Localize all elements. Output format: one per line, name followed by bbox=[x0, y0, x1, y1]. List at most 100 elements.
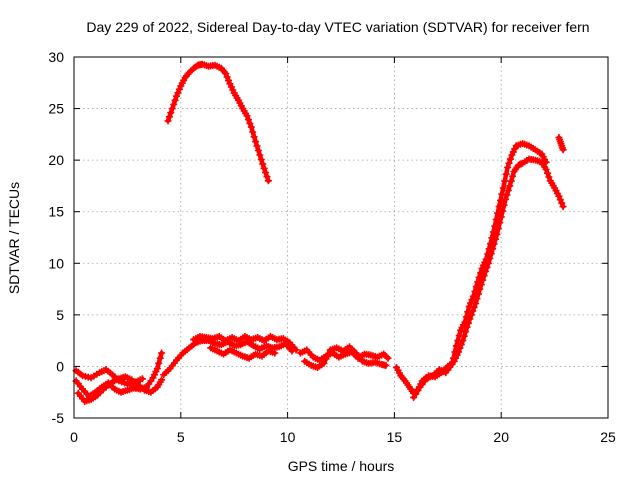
plus-marker bbox=[467, 299, 475, 307]
y-tick-label: 30 bbox=[48, 49, 64, 65]
plus-marker bbox=[461, 318, 469, 326]
plus-marker bbox=[165, 113, 173, 121]
plus-marker bbox=[252, 138, 260, 146]
x-tick-label: 10 bbox=[280, 429, 296, 445]
plus-marker bbox=[505, 159, 513, 167]
plus-marker bbox=[451, 348, 459, 356]
plus-marker bbox=[164, 117, 172, 125]
plus-marker bbox=[263, 173, 271, 181]
plus-marker bbox=[324, 350, 332, 358]
x-tick-label: 5 bbox=[177, 429, 185, 445]
plus-marker bbox=[173, 92, 180, 100]
plus-marker bbox=[464, 308, 472, 316]
plus-marker bbox=[250, 133, 258, 141]
plus-marker bbox=[384, 354, 392, 362]
plus-marker bbox=[450, 354, 457, 362]
plus-marker bbox=[264, 177, 272, 185]
plus-marker bbox=[558, 199, 566, 207]
y-tick-label: 20 bbox=[48, 152, 64, 168]
plus-marker bbox=[462, 313, 470, 321]
x-tick-label: 25 bbox=[600, 429, 616, 445]
plus-marker bbox=[262, 169, 269, 176]
plus-marker bbox=[488, 234, 496, 242]
y-tick-label: 25 bbox=[48, 101, 64, 117]
data-series bbox=[72, 60, 567, 405]
plus-marker bbox=[484, 250, 492, 258]
plus-marker bbox=[247, 123, 255, 131]
plus-marker bbox=[246, 119, 254, 127]
plus-marker bbox=[322, 355, 330, 363]
x-tick-label: 0 bbox=[70, 429, 78, 445]
y-tick-label: -5 bbox=[52, 410, 65, 426]
chart-title: Day 229 of 2022, Sidereal Day-to-day VTE… bbox=[86, 19, 589, 35]
series-day-low-b bbox=[190, 333, 300, 354]
plus-marker bbox=[495, 203, 503, 211]
plus-marker bbox=[167, 109, 175, 117]
axis-ticks bbox=[73, 56, 609, 419]
series-late bbox=[555, 134, 567, 154]
plot-frame bbox=[73, 56, 609, 419]
series-night-early bbox=[72, 349, 166, 400]
plus-marker bbox=[494, 209, 502, 217]
plus-marker bbox=[170, 100, 178, 108]
series-night-early-lower bbox=[74, 373, 166, 405]
plus-marker bbox=[259, 160, 267, 168]
plus-marker bbox=[507, 177, 515, 185]
plus-marker bbox=[158, 349, 166, 357]
plus-marker bbox=[448, 360, 456, 368]
series-night-early-upper bbox=[72, 366, 146, 388]
plus-marker bbox=[452, 342, 460, 350]
plus-marker bbox=[153, 365, 161, 372]
plus-marker bbox=[462, 328, 470, 336]
plus-marker bbox=[474, 278, 482, 286]
plus-marker bbox=[559, 203, 567, 211]
plus-marker bbox=[320, 359, 328, 367]
plus-marker bbox=[249, 128, 257, 136]
series-dusk bbox=[393, 155, 567, 397]
series-dusk-b bbox=[410, 140, 550, 401]
plus-marker bbox=[472, 283, 480, 291]
plus-marker bbox=[383, 353, 391, 361]
plus-marker bbox=[506, 182, 514, 190]
plus-marker bbox=[468, 296, 476, 304]
plus-marker bbox=[271, 349, 279, 357]
plus-marker bbox=[477, 269, 485, 277]
plus-marker bbox=[382, 361, 390, 369]
plus-marker bbox=[155, 359, 163, 367]
plus-marker bbox=[455, 332, 463, 339]
plus-marker bbox=[502, 170, 510, 178]
plus-marker bbox=[168, 105, 176, 113]
plus-marker bbox=[501, 177, 509, 185]
plus-marker bbox=[504, 163, 512, 171]
x-tick-label: 15 bbox=[387, 429, 403, 445]
plus-marker bbox=[260, 164, 268, 172]
series-day-low bbox=[160, 337, 296, 379]
plus-marker bbox=[244, 116, 252, 124]
plus-marker bbox=[471, 288, 479, 295]
x-tick-label: 20 bbox=[493, 429, 509, 445]
plus-marker bbox=[545, 173, 553, 181]
plus-marker bbox=[225, 76, 232, 84]
plus-marker bbox=[485, 245, 493, 253]
x-axis-label: GPS time / hours bbox=[288, 458, 395, 474]
plus-marker bbox=[223, 73, 231, 81]
plus-marker bbox=[292, 346, 300, 354]
plus-marker bbox=[497, 196, 504, 204]
plus-marker bbox=[171, 96, 179, 104]
series-day-low-c bbox=[207, 344, 279, 362]
y-axis-label: SDTVAR / TECUs bbox=[6, 182, 22, 294]
plus-marker bbox=[498, 190, 506, 198]
plus-marker bbox=[158, 376, 166, 384]
plus-marker bbox=[492, 216, 500, 224]
plus-marker bbox=[555, 192, 563, 200]
plus-marker bbox=[491, 222, 499, 230]
plus-marker bbox=[253, 142, 261, 150]
series-day-arc bbox=[164, 60, 272, 185]
plus-marker bbox=[509, 172, 517, 180]
plus-marker bbox=[502, 195, 509, 203]
y-tick-labels: -5 0 5 10 15 20 25 30 bbox=[48, 49, 64, 426]
plus-marker bbox=[465, 303, 473, 311]
y-tick-label: 10 bbox=[48, 255, 64, 271]
grid-lines bbox=[74, 57, 608, 418]
plus-marker bbox=[138, 375, 146, 383]
